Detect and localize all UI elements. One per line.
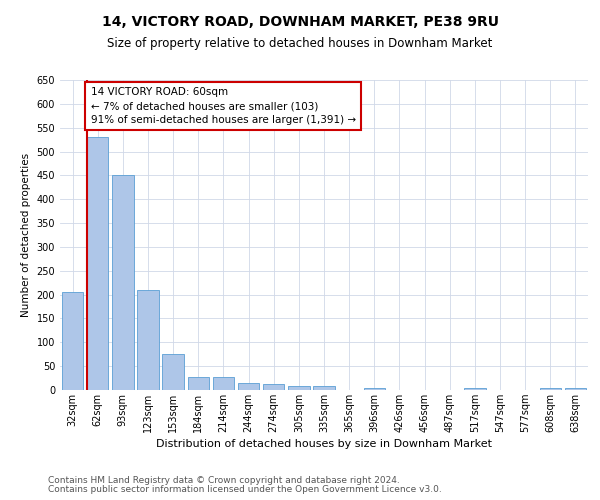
Bar xyxy=(87,137,109,390)
Bar xyxy=(464,388,485,390)
Bar xyxy=(238,383,259,390)
Y-axis label: Number of detached properties: Number of detached properties xyxy=(21,153,31,317)
Text: Contains public sector information licensed under the Open Government Licence v3: Contains public sector information licen… xyxy=(48,485,442,494)
Text: Size of property relative to detached houses in Downham Market: Size of property relative to detached ho… xyxy=(107,38,493,51)
Bar xyxy=(163,354,184,390)
Bar xyxy=(313,386,335,390)
Bar xyxy=(62,292,83,390)
Bar xyxy=(112,176,134,390)
Bar xyxy=(263,384,284,390)
Bar xyxy=(188,377,209,390)
Text: 14, VICTORY ROAD, DOWNHAM MARKET, PE38 9RU: 14, VICTORY ROAD, DOWNHAM MARKET, PE38 9… xyxy=(101,15,499,29)
Bar xyxy=(288,386,310,390)
X-axis label: Distribution of detached houses by size in Downham Market: Distribution of detached houses by size … xyxy=(156,439,492,449)
Bar xyxy=(364,388,385,390)
Bar xyxy=(213,377,234,390)
Text: 14 VICTORY ROAD: 60sqm
← 7% of detached houses are smaller (103)
91% of semi-det: 14 VICTORY ROAD: 60sqm ← 7% of detached … xyxy=(91,87,356,125)
Bar xyxy=(137,290,158,390)
Text: Contains HM Land Registry data © Crown copyright and database right 2024.: Contains HM Land Registry data © Crown c… xyxy=(48,476,400,485)
Bar xyxy=(539,388,561,390)
Bar xyxy=(565,388,586,390)
